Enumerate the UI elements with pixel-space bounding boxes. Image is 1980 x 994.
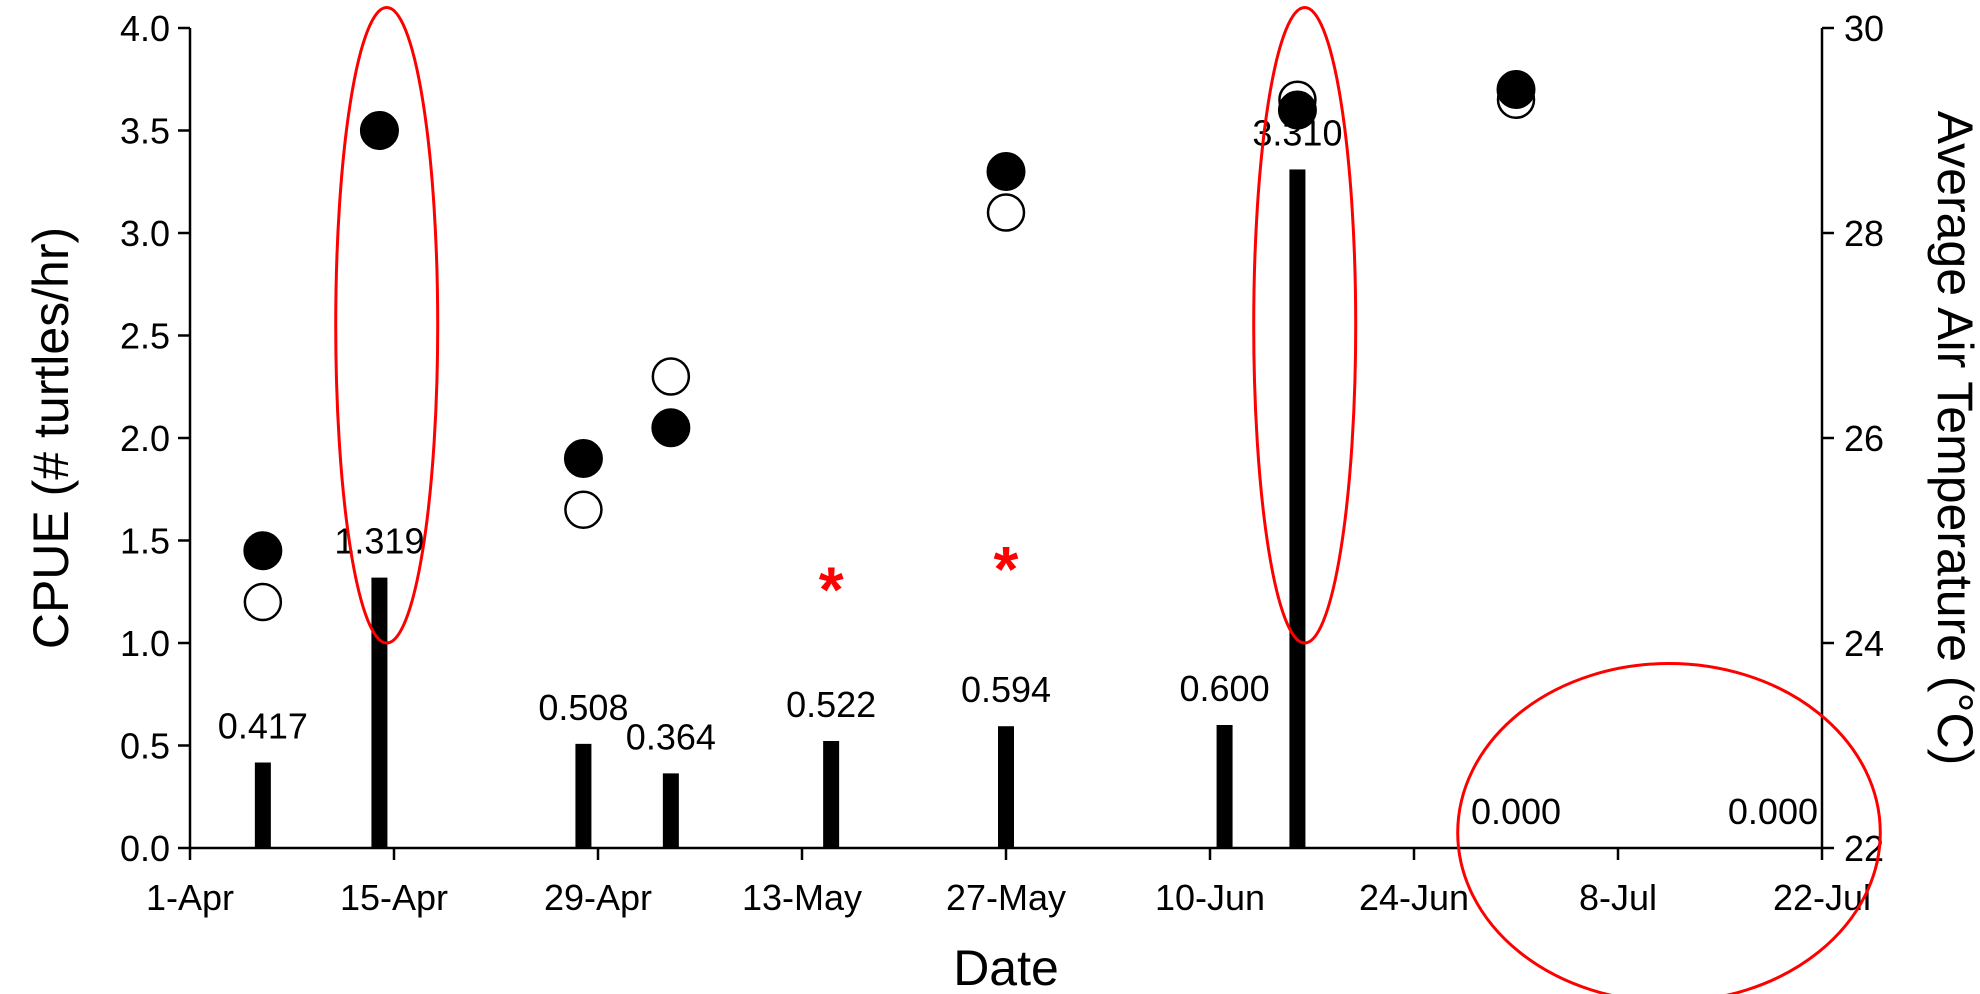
markers [243,70,1536,622]
y-tick-label: 2.0 [120,418,170,459]
bar-data-label: 0.508 [538,687,628,728]
open-circle-point [986,193,1026,232]
filled-circle-point [243,531,283,571]
bar [575,743,592,848]
x-tick-label: 8-Jul [1579,877,1657,918]
highlight-ellipse [1252,6,1358,645]
y2-tick-label: 24 [1844,623,1884,664]
y-tick-label: 3.5 [120,111,170,152]
bar-data-label: 0.417 [218,706,308,747]
asterisk-annotation: * [819,554,844,626]
y-tick-label: 3.0 [120,213,170,254]
x-tick-label: 15-Apr [340,877,448,918]
bar [1216,725,1233,848]
highlight-ellipse [334,6,440,645]
bar [1289,169,1306,848]
filled-circle-point [359,111,399,150]
bars [254,169,1306,848]
bar-data-label: 0.000 [1728,791,1818,832]
x-tick-label: 13-May [742,877,862,918]
filled-circle-point [1496,70,1536,109]
filled-circle-point [986,152,1026,191]
highlight-ellipse [1456,662,1882,994]
open-circle-point [243,582,283,622]
y-tick-label: 1.5 [120,521,170,562]
x-tick-label: 24-Jun [1359,877,1469,918]
y-tick-label: 0.5 [120,726,170,767]
x-tick-label: 27-May [946,877,1066,918]
open-circle-point [651,357,691,396]
y-axis-title: CPUE (# turtles/hr) [23,227,79,649]
bar [823,740,840,848]
y2-axis-title: Average Air Temperature (°C) [1927,111,1980,766]
filled-circle-point [651,408,691,448]
filled-circle-point [563,439,603,478]
open-circle-point [564,490,603,529]
x-tick-label: 29-Apr [544,877,652,918]
y2-tick-label: 28 [1844,213,1884,254]
bar-data-label: 0.364 [626,716,716,757]
bar [998,726,1014,848]
bar [254,762,271,848]
bar-data-label: 0.594 [961,669,1051,710]
x-tick-label: 10-Jun [1155,877,1265,918]
y-tick-label: 0.0 [120,828,170,869]
y2-tick-label: 26 [1844,418,1884,459]
asterisk-annotation: * [994,533,1019,605]
y-tick-label: 4.0 [120,8,170,49]
x-axis-title: Date [953,940,1059,994]
bar [371,577,388,848]
bar [662,773,679,848]
bar-data-label: 0.600 [1180,668,1270,709]
bar-data-label: 0.522 [786,684,876,725]
y2-tick-label: 30 [1844,8,1884,49]
bar-data-label: 0.000 [1471,791,1561,832]
annotations: * * [334,6,1882,994]
y-tick-label: 2.5 [120,316,170,357]
x-tick-label: 1-Apr [146,877,234,918]
filled-circle-point [1277,90,1317,130]
y-tick-label: 1.0 [120,623,170,664]
